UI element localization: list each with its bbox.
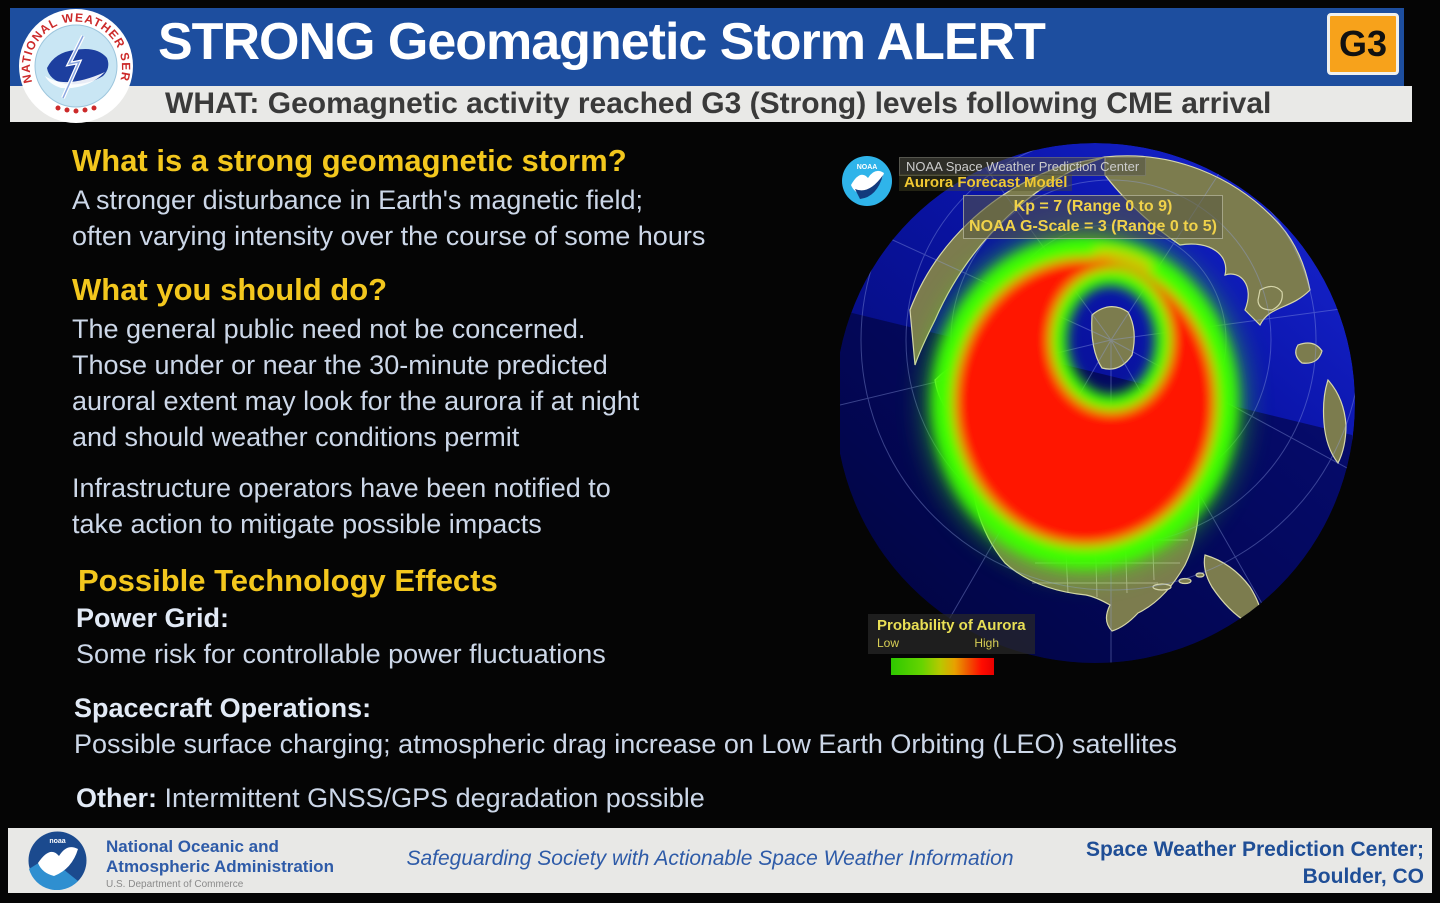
nws-seal-icon: NATIONAL WEATHER SERVICE	[17, 6, 133, 123]
kp-value: Kp = 7 (Range 0 to 9)	[1013, 198, 1173, 215]
body-line: often varying intensity over the course …	[72, 221, 706, 251]
other-text: Intermittent GNSS/GPS degradation possib…	[164, 783, 705, 813]
other-label: Other:	[76, 783, 157, 813]
body-line: take action to mitigate possible impacts	[72, 509, 542, 539]
aurora-probability-legend: Probability of Aurora Low High	[868, 614, 1035, 654]
spacecraft-effect: Spacecraft Operations: Possible surface …	[74, 690, 1177, 762]
page-title: STRONG Geomagnetic Storm ALERT	[158, 13, 1046, 71]
body-line: and should weather conditions permit	[72, 422, 520, 452]
spacecraft-text: Possible surface charging; atmospheric d…	[74, 729, 1178, 759]
legend-low-label: Low	[877, 636, 900, 650]
section-heading: What is a strong geomagnetic storm?	[72, 143, 627, 178]
swpc-location-line: Boulder, CO	[1302, 865, 1424, 888]
g3-badge-label: G3	[1338, 23, 1388, 64]
power-grid-label: Power Grid:	[76, 603, 230, 633]
agency-line: Atmospheric Administration	[106, 857, 334, 876]
globe-source-title: NOAA Space Weather Prediction Center	[899, 157, 1147, 176]
section-what-to-do: What you should do? The general public n…	[72, 269, 639, 455]
legend-gradient-bar	[891, 658, 994, 675]
aurora-forecast-globe	[840, 143, 1355, 663]
power-grid-text: Some risk for controllable power fluctua…	[76, 639, 606, 669]
body-line: Those under or near the 30-minute predic…	[72, 350, 608, 380]
subtitle-text: WHAT: Geomagnetic activity reached G3 (S…	[165, 87, 1272, 120]
other-effect: Other: Intermittent GNSS/GPS degradation…	[76, 780, 705, 816]
noaa-footer-logo-icon: noaa	[28, 831, 87, 890]
globe-model-title: Aurora Forecast Model	[899, 174, 1073, 191]
section-heading: What you should do?	[72, 272, 388, 307]
noaa-footer-logo-text: noaa	[49, 838, 65, 845]
footer-bar	[8, 828, 1432, 893]
header-bar	[10, 8, 1404, 86]
agency-department: U.S. Department of Commerce	[106, 879, 244, 890]
body-line: The general public need not be concerned…	[72, 314, 586, 344]
agency-line: National Oceanic and	[106, 837, 279, 856]
spacecraft-label: Spacecraft Operations:	[74, 693, 372, 723]
g-scale-value: NOAA G-Scale = 3 (Range 0 to 5)	[969, 218, 1217, 235]
footer-tagline: Safeguarding Society with Actionable Spa…	[406, 847, 1014, 870]
aurora-oval	[926, 230, 1244, 574]
nws-seal-dots	[55, 105, 97, 114]
agency-name: National Oceanic and Atmospheric Adminis…	[106, 837, 334, 877]
power-grid-effect: Power Grid: Some risk for controllable p…	[76, 600, 606, 672]
subtitle-bar	[10, 86, 1412, 122]
kp-readout-box: Kp = 7 (Range 0 to 9) NOAA G-Scale = 3 (…	[963, 195, 1223, 239]
body-line: Infrastructure operators have been notif…	[72, 473, 611, 503]
legend-title: Probability of Aurora	[877, 617, 1026, 634]
legend-high-label: High	[974, 636, 999, 650]
noaa-logo-text: NOAA	[857, 164, 878, 171]
swpc-location-line: Space Weather Prediction Center;	[1085, 838, 1424, 861]
body-line: auroral extent may look for the aurora i…	[72, 386, 640, 416]
swpc-location: Space Weather Prediction Center; Boulder…	[1000, 836, 1424, 890]
effects-heading: Possible Technology Effects	[78, 563, 498, 598]
infrastructure-notice: Infrastructure operators have been notif…	[72, 470, 611, 542]
noaa-logo-icon: NOAA	[842, 156, 892, 206]
body-line: A stronger disturbance in Earth's magnet…	[72, 185, 643, 215]
g3-scale-badge: G3	[1327, 13, 1399, 75]
section-what-is: What is a strong geomagnetic storm? A st…	[72, 140, 705, 254]
